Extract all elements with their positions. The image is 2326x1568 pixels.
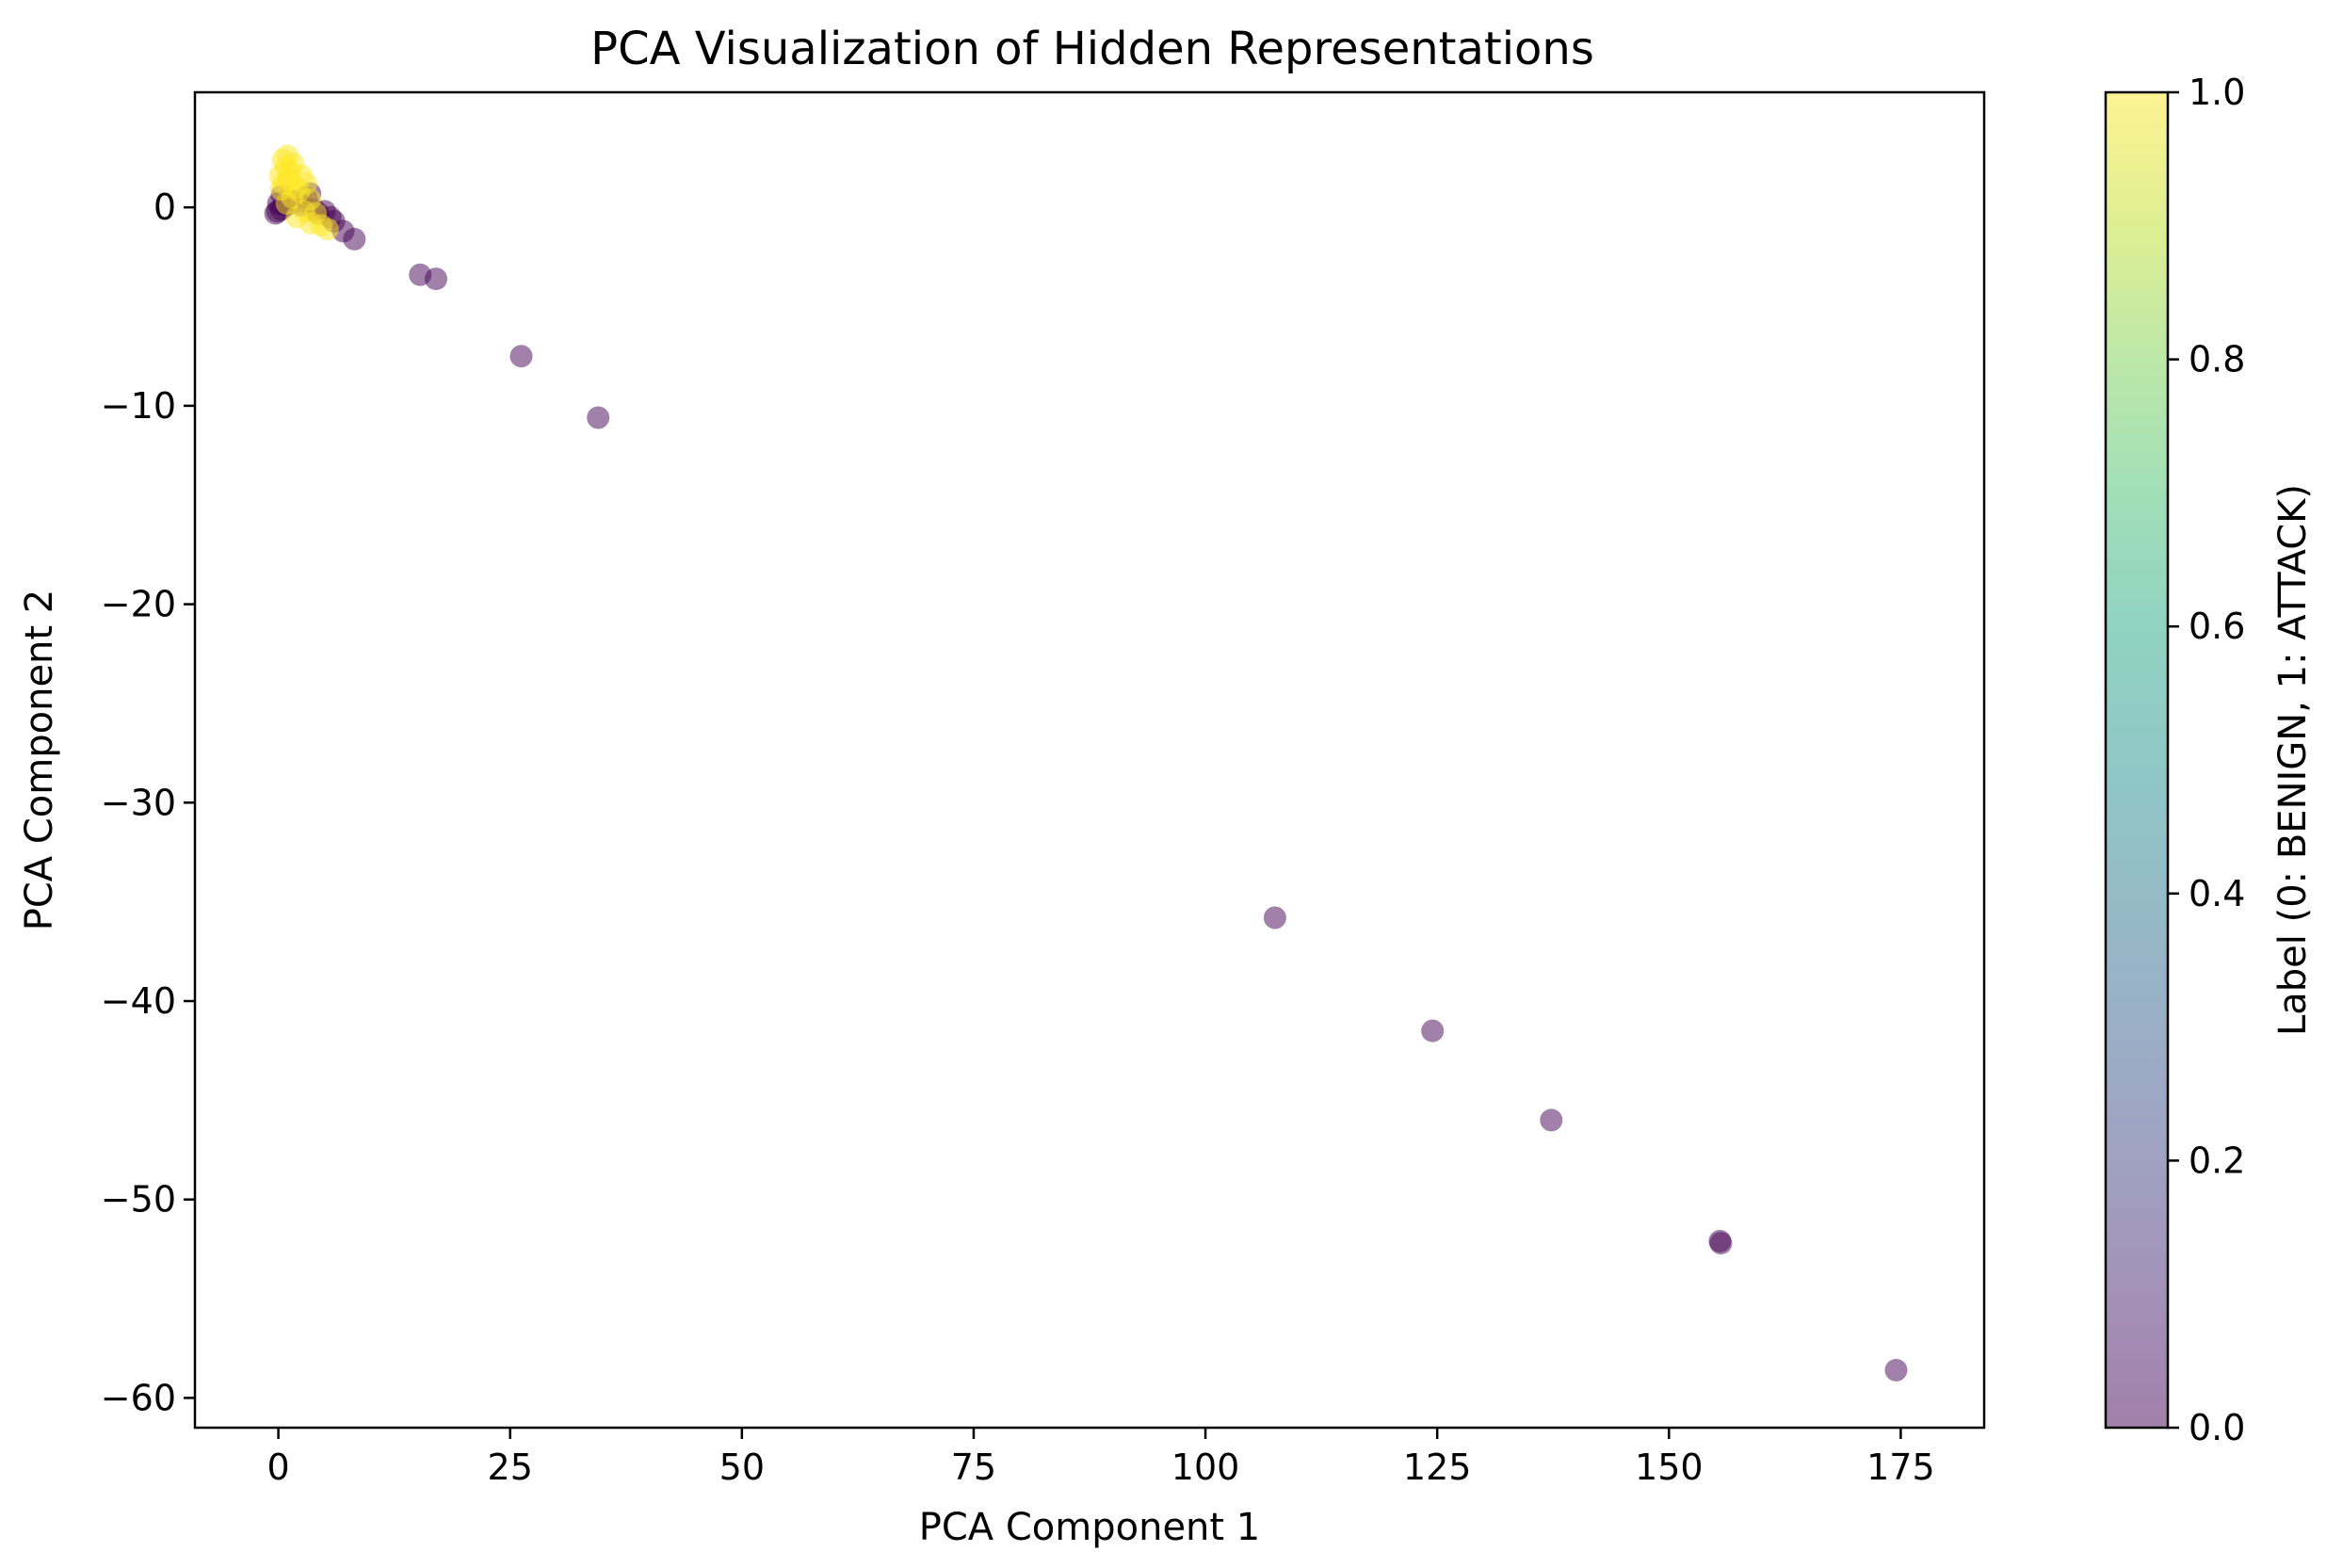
scatter-point (1263, 906, 1286, 929)
x-tick-label: 175 (1866, 1447, 1935, 1488)
colorbar-label: Label (0: BENIGN, 1: ATTACK) (2271, 484, 2315, 1036)
scatter-point (509, 345, 533, 368)
colorbar-tick-label: 0.6 (2189, 606, 2245, 647)
x-axis: 0 25 50 75 100 125 150 175 (267, 1428, 1935, 1488)
chart-title: PCA Visualization of Hidden Representati… (590, 23, 1594, 75)
x-tick-label: 150 (1635, 1447, 1704, 1488)
colorbar-tick-label: 1.0 (2189, 72, 2245, 113)
plot-frame (193, 90, 1986, 1430)
y-tick-label: −20 (101, 584, 176, 625)
colorbar-frame (2104, 90, 2170, 1430)
scatter-point (275, 192, 299, 215)
y-tick-label: 0 (153, 186, 176, 228)
scatter-point (1709, 1232, 1733, 1255)
colorbar-gradient (2106, 92, 2168, 1428)
y-tick-label: −60 (101, 1377, 176, 1418)
x-axis-label: PCA Component 1 (919, 1506, 1261, 1549)
y-tick-label: −40 (101, 980, 176, 1022)
colorbar-tick-label: 0.0 (2189, 1407, 2245, 1448)
x-tick-label: 75 (951, 1447, 996, 1488)
x-tick-label: 50 (719, 1447, 765, 1488)
scatter-point (1884, 1358, 1908, 1382)
scatter-point (315, 218, 339, 241)
scatter-point (343, 227, 366, 251)
scatter-point (1540, 1108, 1563, 1132)
colorbar: 0.0 0.2 0.4 0.6 0.8 1.0 Label (0: BENIGN, 1: … (2104, 72, 2315, 1448)
y-tick-label: −10 (101, 385, 176, 427)
scatter-point (587, 406, 610, 429)
x-tick-label: 0 (267, 1447, 290, 1488)
y-axis: 0 −10 −20 −30 −40 −50 −60 (101, 186, 195, 1418)
x-tick-label: 100 (1171, 1447, 1240, 1488)
points-layer (264, 144, 1908, 1382)
colorbar-tick-label: 0.8 (2189, 339, 2245, 380)
y-axis-label: PCA Component 2 (18, 590, 61, 931)
x-tick-label: 125 (1403, 1447, 1472, 1488)
x-tick-label: 25 (488, 1447, 533, 1488)
scatter-point (1421, 1019, 1445, 1043)
y-tick-label: −30 (101, 782, 176, 823)
colorbar-ticks: 0.0 0.2 0.4 0.6 0.8 1.0 (2168, 72, 2245, 1448)
colorbar-tick-label: 0.2 (2189, 1140, 2245, 1181)
y-tick-label: −50 (101, 1179, 176, 1220)
scatter-point (425, 267, 447, 291)
colorbar-tick-label: 0.4 (2189, 873, 2245, 914)
